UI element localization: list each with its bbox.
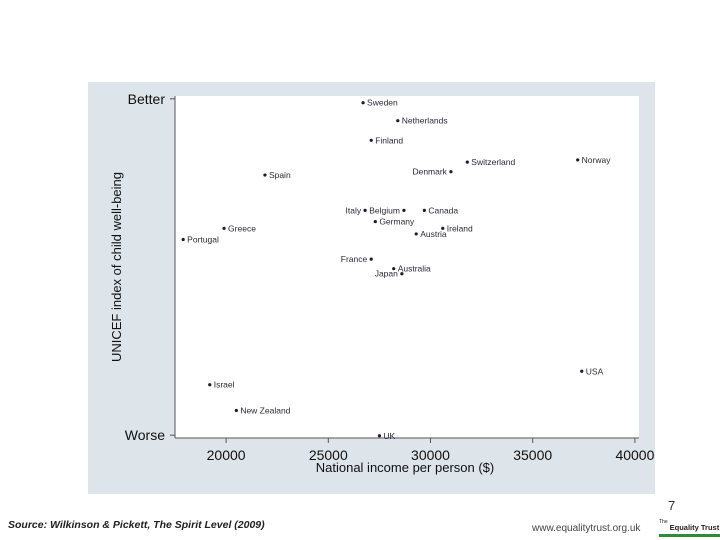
- data-label: New Zealand: [240, 406, 290, 416]
- data-label: Canada: [428, 205, 458, 215]
- data-label: Spain: [269, 170, 291, 180]
- data-point: [373, 219, 377, 224]
- source-citation: Source: Wilkinson & Pickett, The Spirit …: [8, 519, 265, 531]
- data-point: [396, 119, 400, 123]
- data-point: [361, 101, 365, 105]
- data-label: USA: [586, 366, 604, 376]
- data-point: [234, 408, 238, 413]
- data-point: [414, 232, 418, 236]
- data-point: [580, 369, 584, 373]
- data-label: UK: [383, 431, 395, 441]
- data-point: [363, 208, 367, 212]
- data-labels: Sweden Netherlands Finland Norway Switzerlan…: [187, 98, 611, 441]
- equality-trust-logo: The Equality Trust: [659, 517, 720, 537]
- x-tick-label: 40000: [615, 447, 654, 463]
- data-label: Italy: [346, 205, 362, 215]
- x-tick-label: 20000: [207, 447, 246, 463]
- data-point: [465, 160, 469, 164]
- data-point: [441, 226, 445, 230]
- data-label: France: [341, 254, 368, 264]
- data-point: [422, 208, 426, 212]
- x-tick-label: 30000: [411, 447, 450, 463]
- data-label: Denmark: [412, 167, 447, 177]
- data-label: Switzerland: [471, 157, 515, 167]
- data-label: Sweden: [367, 98, 398, 108]
- logo-bar: [659, 534, 720, 537]
- data-point: [369, 257, 373, 261]
- data-label: Greece: [228, 223, 256, 233]
- x-tick-label: 35000: [513, 447, 552, 463]
- data-point: [576, 158, 580, 162]
- data-label: Norway: [582, 155, 612, 165]
- plot-area: [175, 96, 639, 438]
- data-label: Japan: [375, 269, 398, 279]
- data-point: [392, 267, 396, 271]
- data-point: [208, 383, 212, 387]
- data-label: Germany: [379, 217, 415, 227]
- y-axis-title: UNICEF index of child well-being: [109, 172, 124, 362]
- x-axis-title: National income per person ($): [316, 460, 494, 475]
- logo-prefix: The: [659, 519, 668, 525]
- data-point: [181, 237, 185, 242]
- data-point: [222, 226, 226, 230]
- y-tick-label: Worse: [125, 427, 165, 443]
- data-label: Australia: [398, 264, 431, 274]
- website-link[interactable]: www.equalitytrust.org.uk: [532, 523, 641, 534]
- data-point: [400, 272, 404, 276]
- data-label: Ireland: [447, 223, 473, 233]
- data-label: Belgium: [369, 205, 400, 215]
- axes: 20000 25000 30000 35000 40000 Better Worse Nati…: [109, 91, 655, 475]
- data-label: Portugal: [187, 235, 219, 245]
- page-number: 7: [668, 498, 676, 513]
- data-label: Austria: [420, 229, 447, 239]
- data-point: [377, 434, 382, 438]
- data-points: [181, 101, 584, 438]
- data-label: Finland: [375, 135, 403, 145]
- y-tick-label: Better: [128, 91, 166, 107]
- logo-name: Equality Trust: [669, 522, 720, 532]
- data-point: [263, 173, 267, 177]
- data-point: [369, 138, 373, 142]
- data-point: [449, 170, 453, 174]
- data-point: [402, 208, 406, 212]
- x-tick-label: 25000: [309, 447, 348, 463]
- data-label: Israel: [214, 380, 235, 390]
- data-label: Netherlands: [402, 116, 448, 126]
